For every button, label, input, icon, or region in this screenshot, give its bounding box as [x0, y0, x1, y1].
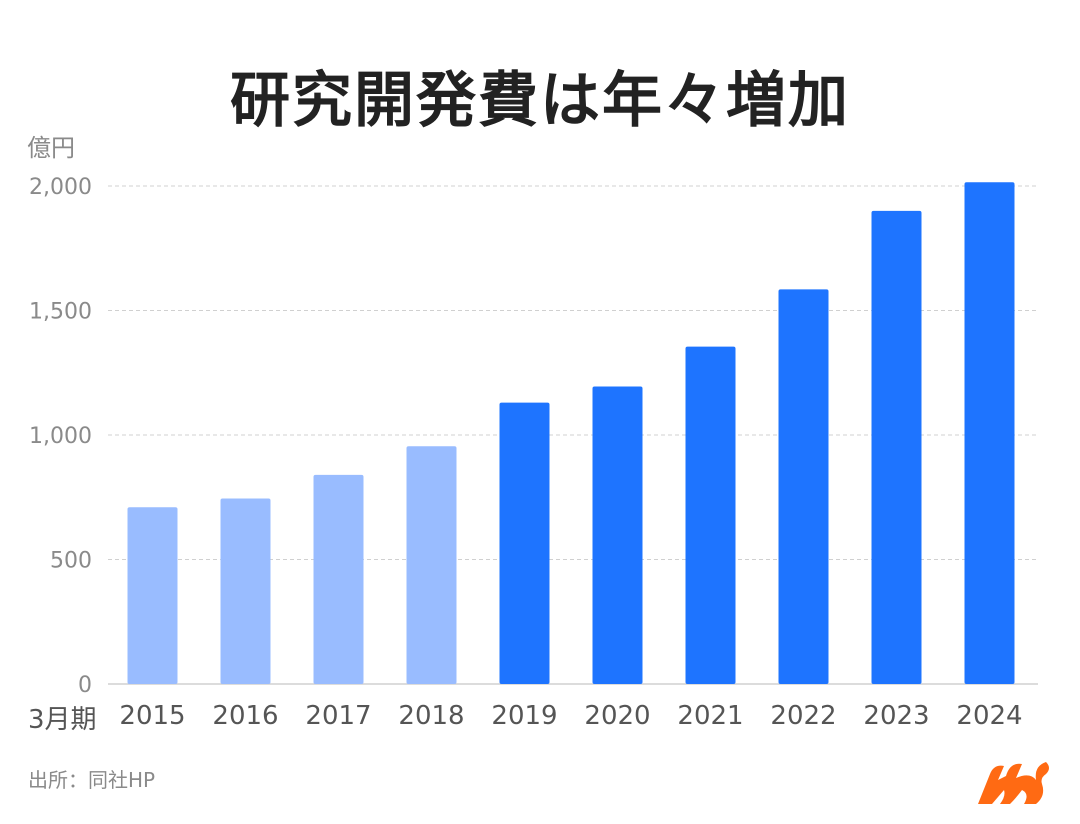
- y-tick-label: 500: [50, 549, 92, 574]
- bar-2019: [499, 402, 550, 684]
- bar-2024: [964, 182, 1015, 684]
- y-tick-label: 2,000: [29, 175, 92, 200]
- bar-2017: [313, 474, 364, 684]
- y-axis-ticks: 0 500 1,000 1,500 2,000: [29, 175, 92, 698]
- x-tick-label: 2019: [491, 701, 557, 731]
- x-tick-label: 2021: [677, 701, 743, 731]
- x-tick-label: 2017: [305, 701, 371, 731]
- bull-logo-icon: [978, 762, 1049, 804]
- x-tick-label: 2018: [398, 701, 464, 731]
- x-tick-label: 2015: [119, 701, 185, 731]
- bar-2023: [871, 210, 922, 684]
- x-axis-ticks: 2015 2016 2017 2018 2019 2020 2021 2022 2023 2024: [119, 701, 1022, 731]
- bar-2020: [592, 386, 643, 684]
- source-note: 出所：同社HP: [28, 768, 156, 792]
- y-tick-label: 0: [78, 673, 92, 698]
- bars: [127, 182, 1015, 684]
- bar-2022: [778, 289, 829, 684]
- chart-title: 研究開発費は年々増加: [230, 66, 850, 136]
- x-tick-label: 2022: [770, 701, 836, 731]
- x-axis-period-label: 3月期: [28, 705, 97, 735]
- x-tick-label: 2024: [956, 701, 1022, 731]
- bar-2018: [406, 446, 457, 684]
- bar-2015: [127, 507, 178, 684]
- y-tick-label: 1,000: [29, 424, 92, 449]
- y-tick-label: 1,500: [29, 300, 92, 325]
- x-tick-label: 2023: [863, 701, 929, 731]
- x-tick-label: 2016: [212, 701, 278, 731]
- x-tick-label: 2020: [584, 701, 650, 731]
- y-axis-unit-label: 億円: [27, 134, 75, 162]
- bar-2016: [220, 498, 271, 684]
- bar-2021: [685, 346, 736, 684]
